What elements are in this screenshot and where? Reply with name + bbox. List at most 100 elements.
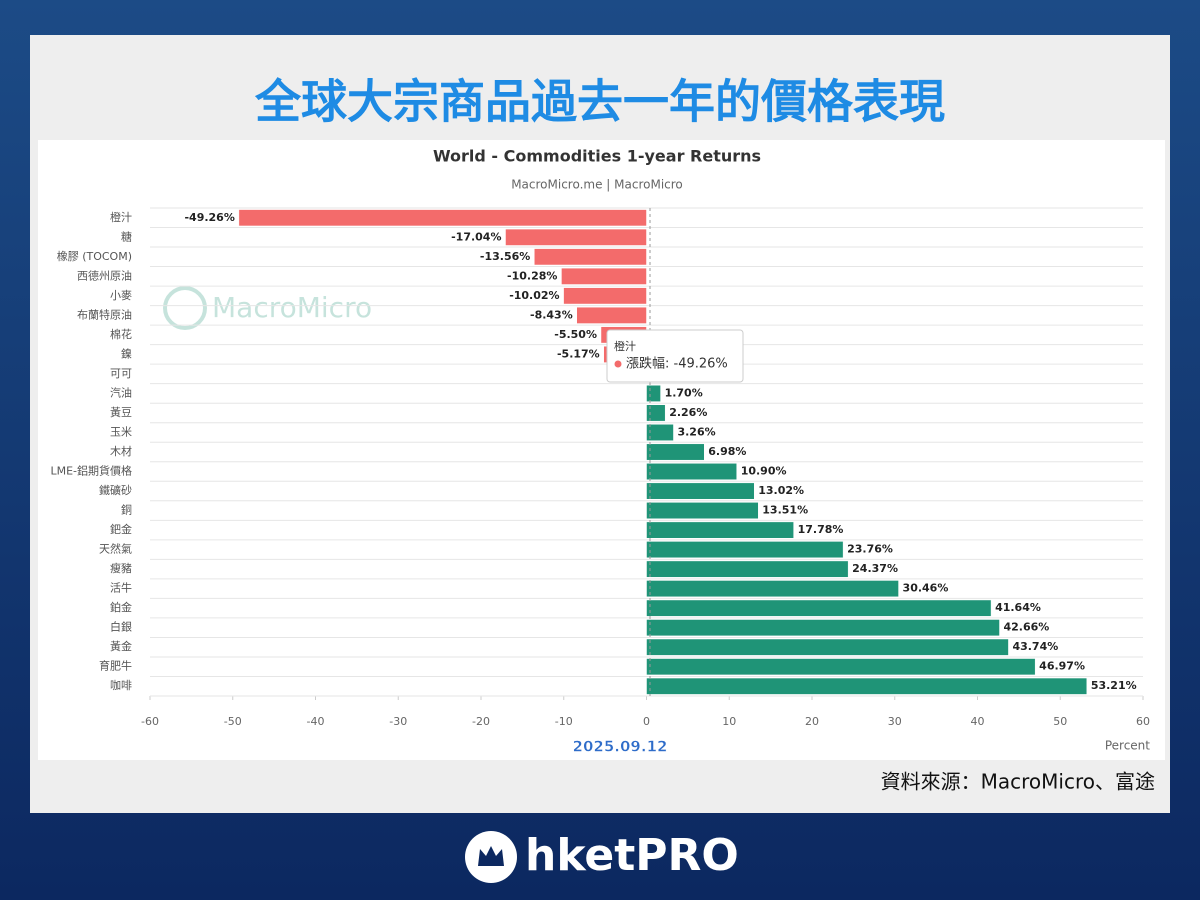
bar (576, 306, 647, 324)
y-tick-label: 玉米 (110, 425, 132, 438)
bar (238, 209, 647, 227)
bar (646, 502, 759, 520)
y-tick-label: 棉花 (110, 327, 132, 341)
y-tick-label: 汽油 (110, 385, 132, 399)
bar (646, 619, 1000, 637)
value-label: 41.64% (995, 601, 1041, 614)
bar (646, 443, 705, 461)
y-tick-label: 糖 (121, 229, 132, 243)
overlay: -49.26% -17.04% -13.56% -10.28% -10.02% -8.43… (184, 211, 1136, 692)
x-tick-label: 20 (805, 715, 819, 728)
y-tick-label: 西德州原油 (77, 268, 132, 282)
value-label: -10.28% (507, 269, 557, 282)
value-label: -5.17% (557, 347, 600, 360)
y-tick-label: 木材 (110, 444, 132, 458)
bar (646, 482, 755, 500)
y-tick-label: 白銀 (110, 620, 132, 634)
y-tick-label: 橙汁 (110, 210, 132, 224)
x-tick-label: -40 (307, 715, 325, 728)
watermark-icon (163, 286, 207, 330)
tooltip: 橙汁 漲跌幅: -49.26% (606, 329, 744, 383)
value-label: 42.66% (1004, 621, 1050, 634)
bar (646, 580, 899, 598)
x-axis-label: Percent (1105, 739, 1150, 753)
bar (646, 658, 1036, 676)
x-tick-label: -30 (389, 715, 407, 728)
bar (646, 521, 794, 539)
bar (646, 384, 661, 402)
bar (505, 228, 647, 246)
bar (646, 677, 1088, 695)
logo: hketPRO (465, 830, 739, 883)
value-label: -8.43% (530, 308, 573, 321)
value-label: -17.04% (451, 230, 501, 243)
y-tick-label: 銅 (121, 503, 132, 517)
bar (561, 267, 647, 285)
y-tick-label: 瘦豬 (110, 561, 132, 575)
y-tick-label: 鉑金 (110, 600, 132, 614)
y-tick-label: 可可 (110, 367, 132, 380)
watermark: MacroMicro (163, 286, 372, 330)
value-label: 24.37% (852, 562, 898, 575)
value-label: 3.26% (677, 425, 715, 438)
value-label: 46.97% (1039, 660, 1085, 673)
y-tick-label: 咖啡 (110, 678, 132, 692)
y-tick-label: 橡膠 (TOCOM) (57, 250, 132, 263)
chart-subtitle: MacroMicro.me | MacroMicro (511, 178, 683, 192)
bar (534, 248, 647, 266)
value-label: 1.70% (665, 386, 703, 399)
bar (646, 599, 992, 617)
x-tick-label: 10 (722, 715, 736, 728)
chart-title: World - Commodities 1-year Returns (433, 147, 761, 166)
logo-text: hketPRO (525, 830, 739, 881)
x-tick-label: 30 (888, 715, 902, 728)
value-label: 53.21% (1091, 679, 1137, 692)
bar (646, 463, 737, 480)
y-tick-label: 黃金 (110, 639, 132, 653)
value-label: 23.76% (847, 543, 893, 556)
y-tick-label: 育肥牛 (99, 659, 132, 673)
value-label: -13.56% (480, 250, 530, 263)
x-tick-label: -60 (141, 715, 159, 728)
x-tick-label: -50 (224, 715, 242, 728)
watermark-text: MacroMicro (212, 291, 372, 324)
tooltip-category: 橙汁 (614, 339, 636, 353)
y-tick-label: 鈀金 (110, 522, 132, 536)
value-label: 13.51% (762, 504, 808, 517)
bar (646, 560, 849, 578)
y-tick-label: 小麥 (110, 289, 132, 302)
x-tick-label: 0 (643, 715, 650, 728)
value-label: -49.26% (184, 211, 234, 224)
value-label: 2.26% (669, 406, 707, 419)
value-label: 13.02% (758, 484, 804, 497)
source: 資料來源：MacroMicro、富途 (881, 770, 1155, 794)
y-tick-label: 天然氣 (99, 542, 132, 556)
bar (646, 424, 674, 441)
y-tick-label: 活牛 (110, 581, 132, 595)
bar (646, 541, 844, 559)
value-label: -5.50% (554, 328, 597, 341)
bar (646, 638, 1009, 656)
value-label: 43.74% (1012, 640, 1058, 653)
bar (646, 404, 666, 422)
value-label: 6.98% (708, 445, 746, 458)
value-label: 30.46% (903, 582, 949, 595)
tooltip-box (606, 329, 744, 383)
y-tick-label: 鎳 (121, 346, 132, 360)
x-tick-label: 60 (1136, 715, 1150, 728)
value-label: -10.02% (509, 289, 559, 302)
bar (563, 287, 647, 305)
x-tick-label: -20 (472, 715, 490, 728)
y-tick-label: 黃豆 (110, 406, 132, 419)
y-tick-label: 布蘭特原油 (77, 307, 132, 321)
logo-crown (478, 846, 504, 866)
value-label: 10.90% (741, 465, 787, 478)
y-tick-label: LME-鋁期貨價格 (50, 464, 132, 478)
tooltip-label: 漲跌幅: -49.26% (626, 356, 728, 372)
x-tick-label: 40 (971, 715, 985, 728)
x-tick-label: -10 (555, 715, 573, 728)
headline: 全球大宗商品過去一年的價格表現 (254, 75, 945, 129)
x-tick-label: 50 (1053, 715, 1067, 728)
